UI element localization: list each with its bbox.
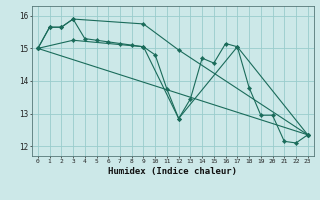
X-axis label: Humidex (Indice chaleur): Humidex (Indice chaleur) xyxy=(108,167,237,176)
